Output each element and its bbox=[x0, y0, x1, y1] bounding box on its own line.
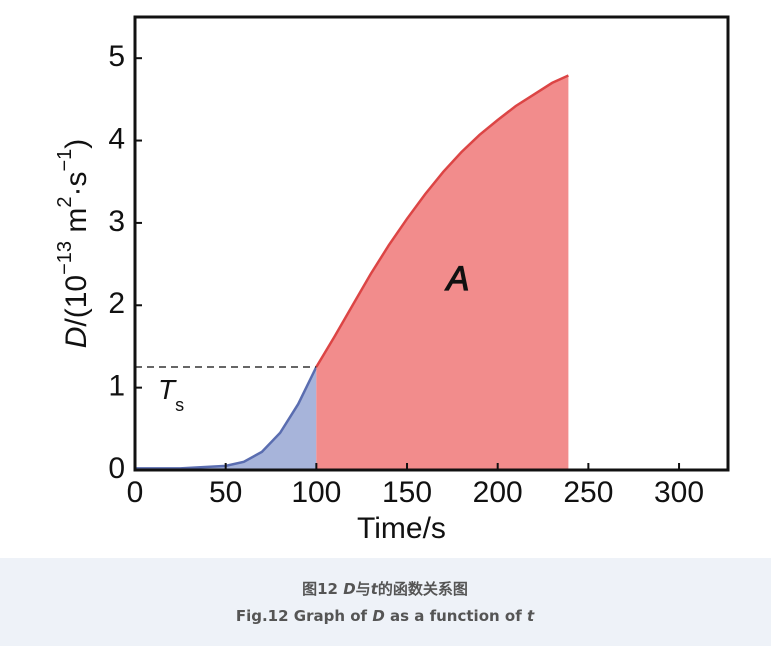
y-tick-label: 0 bbox=[108, 452, 125, 485]
caption-background bbox=[0, 558, 771, 646]
x-tick-label: 300 bbox=[654, 476, 704, 509]
y-tick-label: 1 bbox=[108, 370, 125, 403]
area-line bbox=[135, 366, 318, 470]
area-line bbox=[315, 74, 569, 368]
y-tick-label: 5 bbox=[108, 40, 125, 73]
x-tick-label: 100 bbox=[291, 476, 341, 509]
annotation: A bbox=[445, 260, 470, 298]
y-tick-label: 3 bbox=[108, 205, 125, 238]
caption-line: Fig.12 Graph of D as a function of t bbox=[236, 607, 535, 625]
label-part: /(10 bbox=[60, 275, 93, 327]
label-part: D bbox=[372, 607, 384, 625]
x-tick-label: 250 bbox=[563, 476, 613, 509]
label-part: t bbox=[371, 580, 379, 598]
area-fill bbox=[135, 367, 317, 470]
x-tick-label: 50 bbox=[209, 476, 242, 509]
label-part: 2 bbox=[54, 197, 76, 208]
area-fill bbox=[316, 75, 569, 470]
label-part: −1 bbox=[54, 149, 76, 172]
plot-frame bbox=[133, 15, 730, 472]
chart: 0 50 100 150 200 250 300 0 1 2 3 4 5 Time/s D/(10−13 m… bbox=[54, 15, 730, 545]
label-part: Fig.12 Graph of bbox=[236, 607, 372, 625]
label-part: −13 bbox=[54, 241, 76, 275]
label-part: m bbox=[60, 208, 93, 241]
label-part: as a function of bbox=[385, 607, 527, 625]
x-tick-label: 0 bbox=[127, 476, 144, 509]
annotation: Ts bbox=[158, 374, 184, 414]
annotation-part: s bbox=[175, 395, 184, 415]
x-axis-title: Time/s bbox=[357, 512, 446, 545]
label-part: 图12 bbox=[302, 580, 343, 598]
y-axis-title: D/(10−13 m2·s−1) bbox=[54, 139, 93, 349]
label-part: 的函数关系图 bbox=[378, 580, 468, 598]
x-tick-label: 200 bbox=[473, 476, 523, 509]
caption-line: 图12 D与t的函数关系图 bbox=[302, 580, 468, 598]
label-part: 与 bbox=[356, 580, 371, 598]
label-part: t bbox=[527, 607, 535, 625]
y-tick-label: 2 bbox=[108, 287, 125, 320]
annotation-part: T bbox=[158, 374, 177, 405]
x-tick-label: 150 bbox=[382, 476, 432, 509]
y-tick-label: 4 bbox=[108, 122, 125, 155]
label-part: D bbox=[343, 580, 355, 598]
label-part: ·s bbox=[60, 172, 93, 197]
label-part: ) bbox=[60, 139, 93, 149]
label-part: D bbox=[60, 327, 93, 349]
